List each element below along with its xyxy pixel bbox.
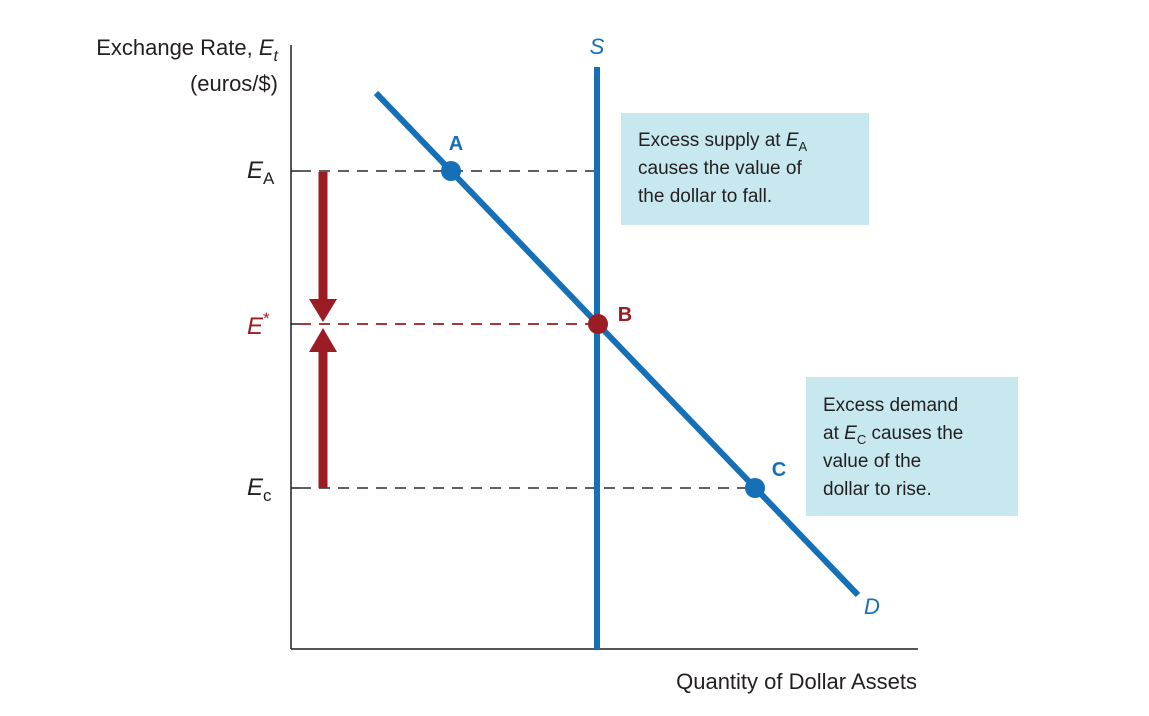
tick-label-ea: EA bbox=[247, 157, 275, 188]
excess-demand-note-line3: value of the bbox=[823, 451, 921, 472]
excess-supply-note-line1: Excess supply at EA bbox=[638, 130, 808, 154]
tick-label-estar: E* bbox=[247, 309, 270, 340]
excess-supply-note: Excess supply at EA causes the value of … bbox=[621, 113, 869, 225]
tick-label-ec: Ec bbox=[247, 474, 272, 505]
excess-demand-note-line2: at EC causes the bbox=[823, 423, 963, 447]
arrow-up-head bbox=[309, 328, 337, 352]
point-c-label: C bbox=[772, 459, 786, 481]
demand-curve-label: D bbox=[864, 594, 880, 619]
arrow-down-head bbox=[309, 299, 337, 322]
point-b-label: B bbox=[618, 304, 632, 326]
excess-demand-note-line1: Excess demand bbox=[823, 395, 958, 416]
x-axis-title: Quantity of Dollar Assets bbox=[676, 669, 917, 694]
excess-demand-note-box bbox=[806, 377, 1018, 516]
excess-supply-note-line2: causes the value of bbox=[638, 158, 802, 179]
point-a-label: A bbox=[449, 133, 463, 155]
excess-demand-note: Excess demand at EC causes the value of … bbox=[806, 377, 1018, 516]
y-axis-units: (euros/$) bbox=[190, 71, 278, 96]
point-c-marker bbox=[745, 478, 765, 498]
excess-demand-note-line4: dollar to rise. bbox=[823, 479, 932, 500]
point-b-marker bbox=[588, 314, 608, 334]
y-axis-title: Exchange Rate, Et bbox=[96, 35, 278, 65]
point-a-marker bbox=[441, 161, 461, 181]
excess-supply-note-line3: the dollar to fall. bbox=[638, 186, 772, 207]
excess-supply-note-box bbox=[621, 113, 869, 225]
supply-curve-label: S bbox=[590, 34, 605, 59]
